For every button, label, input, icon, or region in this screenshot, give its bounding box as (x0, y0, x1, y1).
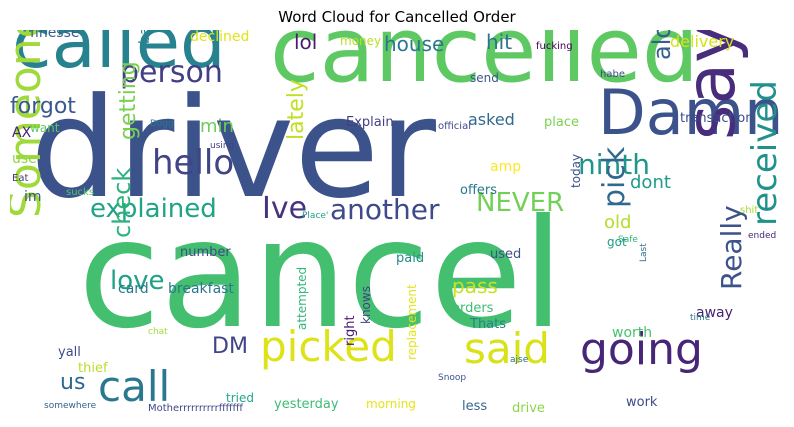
word-us: us (60, 370, 86, 395)
word-min: min (200, 116, 234, 137)
word-using: using (210, 141, 235, 151)
word-offers: offers (460, 183, 498, 198)
word-want: want (30, 121, 60, 135)
word-yesterday: yesterday (274, 397, 339, 412)
word-call: call (98, 362, 171, 411)
word-ended: ended (748, 231, 777, 241)
word-lol: lol (294, 30, 318, 54)
word-thief: thief (78, 361, 108, 376)
word-eat: Eat (12, 173, 29, 184)
word-never: NEVER (476, 188, 565, 218)
word-safe: Safe (618, 235, 638, 245)
word-snoop: Snoop (438, 373, 467, 383)
word-ive: Ive (262, 191, 308, 226)
word-knows: knows (359, 286, 373, 324)
word-tried: tried (226, 391, 254, 405)
word-last: Last (639, 243, 649, 262)
word-thats: Thats (470, 317, 507, 332)
word-paid: paid (396, 251, 425, 266)
word-money: money (340, 34, 382, 48)
word-lately: lately (284, 79, 309, 140)
word-breakfast: breakfast (168, 281, 234, 297)
word-picked: picked (260, 322, 397, 371)
word-sucks: sucks (66, 187, 95, 198)
word-replacement: replacement (405, 284, 419, 360)
word-right: right (343, 315, 358, 346)
word-delivery: delivery (670, 32, 735, 51)
word-dogg: Dogg (150, 119, 174, 129)
word-official: official (438, 121, 471, 132)
word-declined: declined (190, 30, 250, 45)
word-morning: morning (366, 397, 416, 411)
word-finesse: finesse (30, 30, 80, 41)
word-hello: hello (152, 143, 235, 183)
word-really: Really (715, 205, 748, 290)
word-ajse: ajse (510, 355, 529, 365)
word-place-: Place' (302, 211, 329, 221)
word-somewhere: somewhere (44, 401, 97, 411)
word-place: place (544, 115, 579, 130)
word-pick: pick (597, 146, 632, 208)
word-love: love (110, 266, 165, 296)
word-ninth: ninth (578, 148, 650, 181)
word-card: card (118, 281, 149, 297)
word-house: house (384, 32, 445, 56)
word-im: im (24, 189, 42, 205)
word-back: back (137, 30, 153, 44)
word-cancelled: cancelled (270, 30, 700, 103)
word-asked: asked (468, 110, 515, 129)
word-today: today (569, 153, 583, 188)
word-called: called (12, 30, 226, 84)
word-got: got (607, 235, 627, 249)
word-damn: Damn (598, 76, 784, 149)
word-check: check (108, 167, 136, 238)
word-pass: pass (452, 274, 498, 298)
word-cancel: cancel (78, 188, 564, 362)
word-explain: Explain (346, 115, 394, 130)
word-ax: AX (12, 125, 32, 141)
word-less: less (462, 399, 488, 414)
word-amp: amp (490, 159, 522, 175)
word-driver: driver (30, 68, 436, 229)
word-worth: worth (612, 325, 653, 341)
word-used: used (490, 247, 522, 262)
word-cloud: driver cancel cancelled called Damn say picked… (10, 30, 784, 420)
word-attempted: attempted (295, 266, 309, 330)
word-use: use (12, 151, 37, 167)
word-drive: drive (512, 401, 545, 416)
word-shit: shit (740, 205, 759, 216)
word-habe: habe (600, 69, 625, 80)
word-send: send (470, 71, 499, 85)
word-transaction: transaction (680, 111, 754, 126)
word-old: old (604, 212, 632, 233)
word-explained: explained (90, 194, 217, 224)
chart-title: Word Cloud for Cancelled Order (278, 8, 516, 26)
word-person: person (120, 55, 223, 90)
word-getting: getting (116, 61, 141, 140)
word-orders: orders (452, 301, 494, 316)
word-chat: chat (148, 327, 168, 337)
word-fucking: fucking (536, 41, 573, 52)
word-forgot: forgot (10, 94, 76, 119)
word-another: another (330, 193, 440, 226)
word-going: going (580, 324, 703, 375)
word-said: said (464, 324, 550, 373)
word-time: time (690, 313, 711, 323)
word-motherrrrrrrrrrfffffff: Motherrrrrrrrrrfffffff (148, 403, 243, 414)
word-number: number (180, 245, 231, 260)
word-dont: dont (630, 172, 671, 193)
word-hit: hit (486, 30, 513, 54)
word-work: work (626, 395, 658, 410)
word-yall: yall (58, 345, 81, 360)
word-away: away (696, 305, 733, 321)
word-dm: DM (212, 334, 248, 359)
